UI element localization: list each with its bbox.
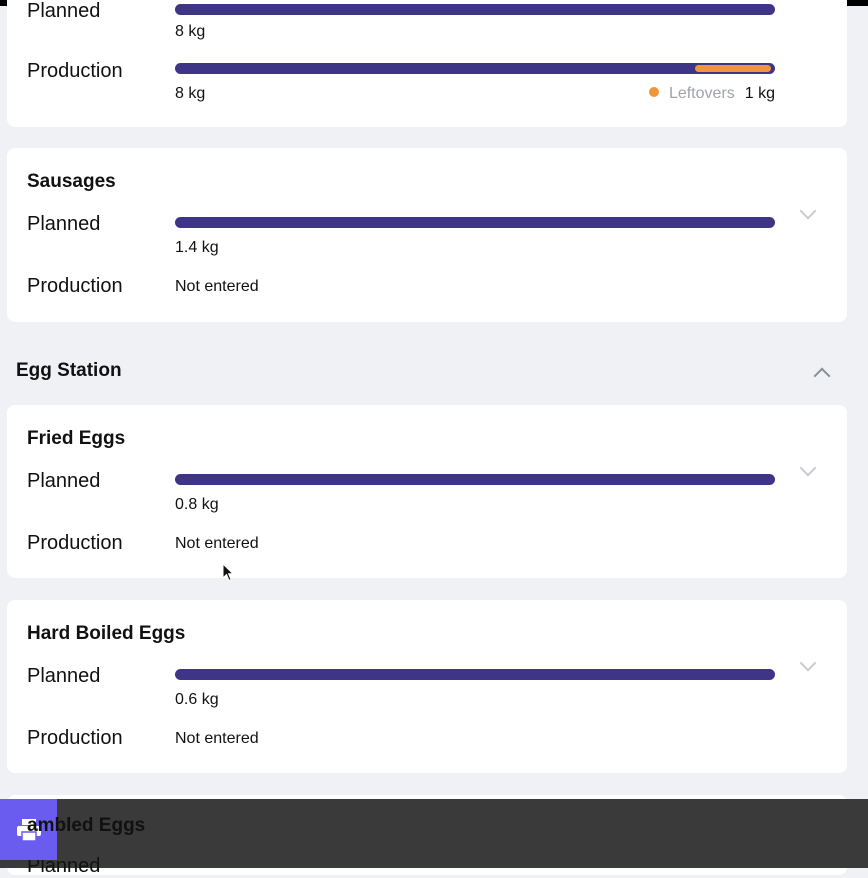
production-value: Not entered — [175, 730, 259, 747]
card-title: Sausages — [27, 171, 116, 192]
bottom-toolbar — [0, 799, 868, 868]
production-value: Not entered — [175, 535, 259, 552]
card-title: Fried Eggs — [27, 428, 126, 449]
food-card-top[interactable]: Planned 8 kg Production 8 kg Leftovers 1 … — [7, 0, 847, 127]
planned-bar — [175, 217, 775, 228]
mouse-cursor-icon — [222, 563, 235, 582]
leftovers-label: Leftovers — [668, 85, 735, 102]
planned-qty: 1.4 kg — [175, 239, 219, 256]
leftovers-dot-icon — [648, 87, 659, 97]
section-title-egg-station: Egg Station — [16, 360, 122, 381]
chevron-down-icon[interactable] — [799, 202, 817, 220]
leftovers-segment — [695, 65, 771, 72]
production-label: Production — [27, 60, 123, 82]
chevron-up-icon[interactable] — [813, 367, 831, 385]
print-icon — [16, 818, 41, 842]
production-qty: 8 kg — [175, 85, 206, 102]
leftovers-qty: 1 kg — [744, 85, 775, 102]
production-value: Not entered — [175, 278, 259, 295]
planned-label: Planned — [27, 213, 101, 235]
planned-label: Planned — [27, 0, 101, 22]
production-label: Production — [27, 727, 123, 749]
planned-label: Planned — [27, 470, 101, 492]
production-label: Production — [27, 532, 123, 554]
card-title-partial: ambled Eggs — [27, 815, 146, 836]
planned-label: Planned — [27, 665, 101, 687]
planned-qty: 8 kg — [175, 23, 206, 40]
card-title: Hard Boiled Eggs — [27, 623, 186, 644]
production-label: Production — [27, 275, 123, 297]
food-card-sausages[interactable]: Sausages Planned 1.4 kg Production Not e… — [7, 148, 847, 322]
planned-bar — [175, 669, 775, 680]
planned-bar — [175, 4, 775, 15]
planned-qty: 0.8 kg — [175, 496, 219, 513]
print-button[interactable] — [0, 799, 57, 860]
production-bar — [175, 63, 775, 74]
leftovers-legend: Leftovers 1 kg — [648, 85, 775, 103]
chevron-down-icon[interactable] — [799, 654, 817, 672]
planned-bar — [175, 474, 775, 485]
chevron-down-icon[interactable] — [799, 459, 817, 477]
food-card-fried-eggs[interactable]: Fried Eggs Planned 0.8 kg Production Not… — [7, 405, 847, 578]
food-card-hard-boiled-eggs[interactable]: Hard Boiled Eggs Planned 0.6 kg Producti… — [7, 600, 847, 773]
planned-qty: 0.6 kg — [175, 691, 219, 708]
